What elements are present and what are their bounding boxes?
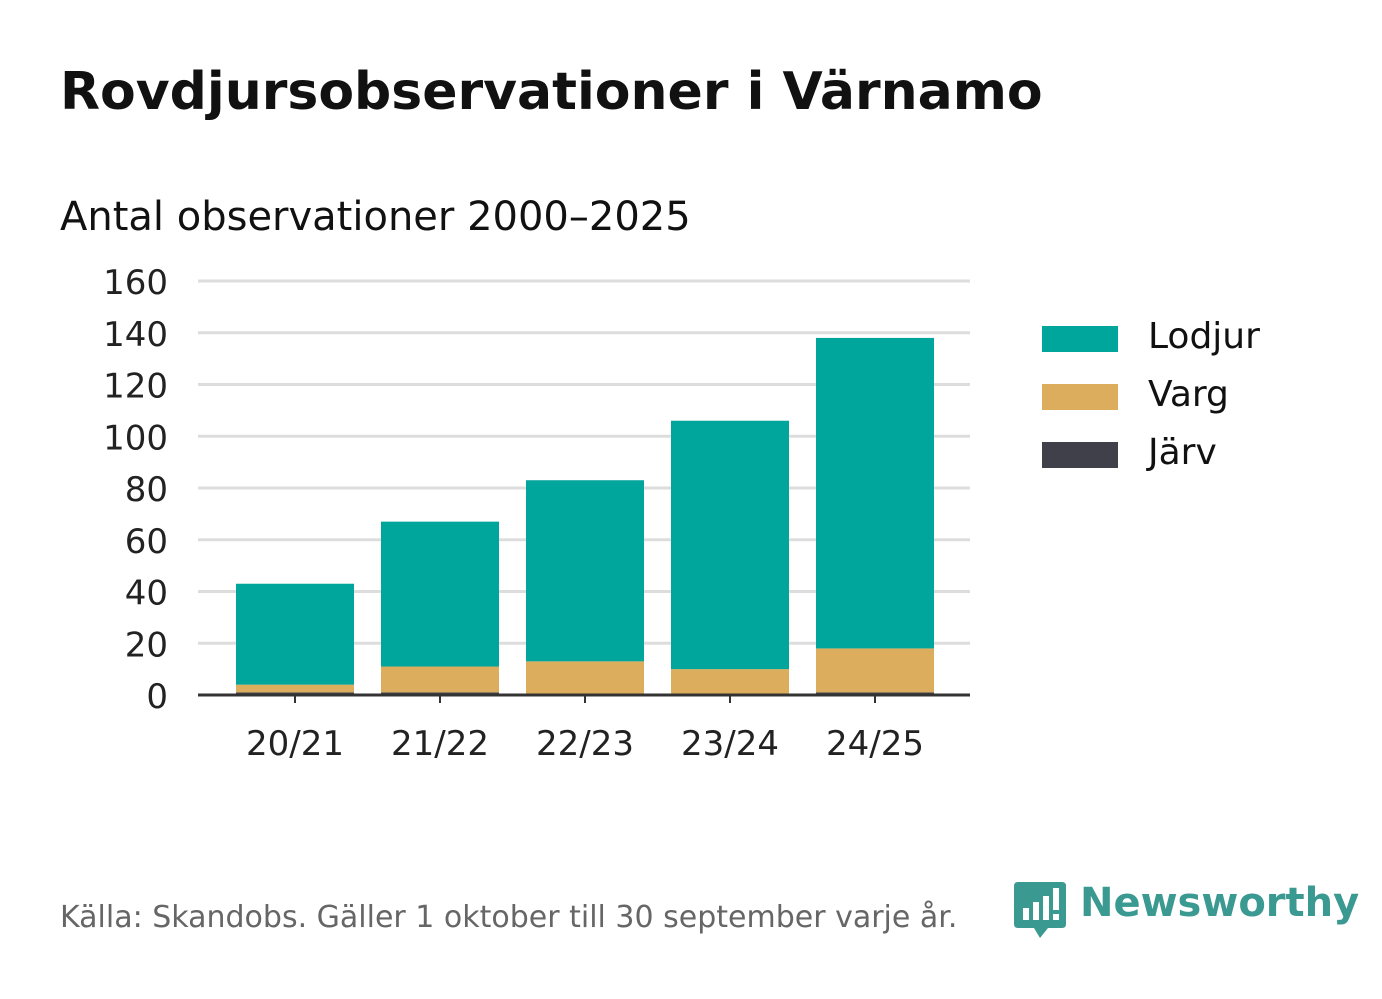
legend-label: Järv [1148,432,1217,473]
x-tick-label: 21/22 [391,724,489,764]
legend-label: Varg [1148,374,1229,415]
y-tick-label: 100 [103,418,168,458]
bar-segment-varg [236,684,354,693]
bar-segment-varg [816,648,934,693]
legend-swatch [1042,326,1118,352]
brand-name: Newsworthy [1080,880,1360,926]
legend-swatch [1042,384,1118,410]
y-tick-label: 40 [125,574,168,614]
bar-segment-varg [671,669,789,695]
x-tick-label: 24/25 [826,724,924,764]
bars [236,337,934,695]
y-tick-label: 20 [125,625,168,665]
y-tick-label: 60 [125,522,168,562]
chart-bubble-icon [1014,882,1066,938]
legend-label: Lodjur [1148,316,1260,357]
chart-title: Rovdjursobservationer i Värnamo [60,62,1043,122]
axes: 0 20 40 60 80 100 120 140 160 20/21 21/22 22/23 23/2… [103,263,970,764]
bar-segment-lodjur [236,583,354,685]
bar-segment-lodjur [671,420,789,670]
y-tick-label: 140 [103,315,168,355]
legend-swatch [1042,442,1118,468]
source-note: Källa: Skandobs. Gäller 1 oktober till 3… [60,900,958,935]
y-tick-label: 160 [103,263,168,303]
bar-segment-lodjur [381,521,499,667]
x-tick-label: 22/23 [536,724,634,764]
bar-segment-lodjur [526,480,644,662]
y-tick-label: 120 [103,367,168,407]
y-tick-label: 0 [146,677,168,717]
bar-segment-varg [526,661,644,695]
x-tick-label: 23/24 [681,724,779,764]
chart-subtitle: Antal observationer 2000–2025 [60,194,691,240]
bar-segment-varg [381,666,499,693]
bar-segment-lodjur [816,337,934,649]
y-tick-label: 80 [125,470,168,510]
x-tick-label: 20/21 [246,724,344,764]
